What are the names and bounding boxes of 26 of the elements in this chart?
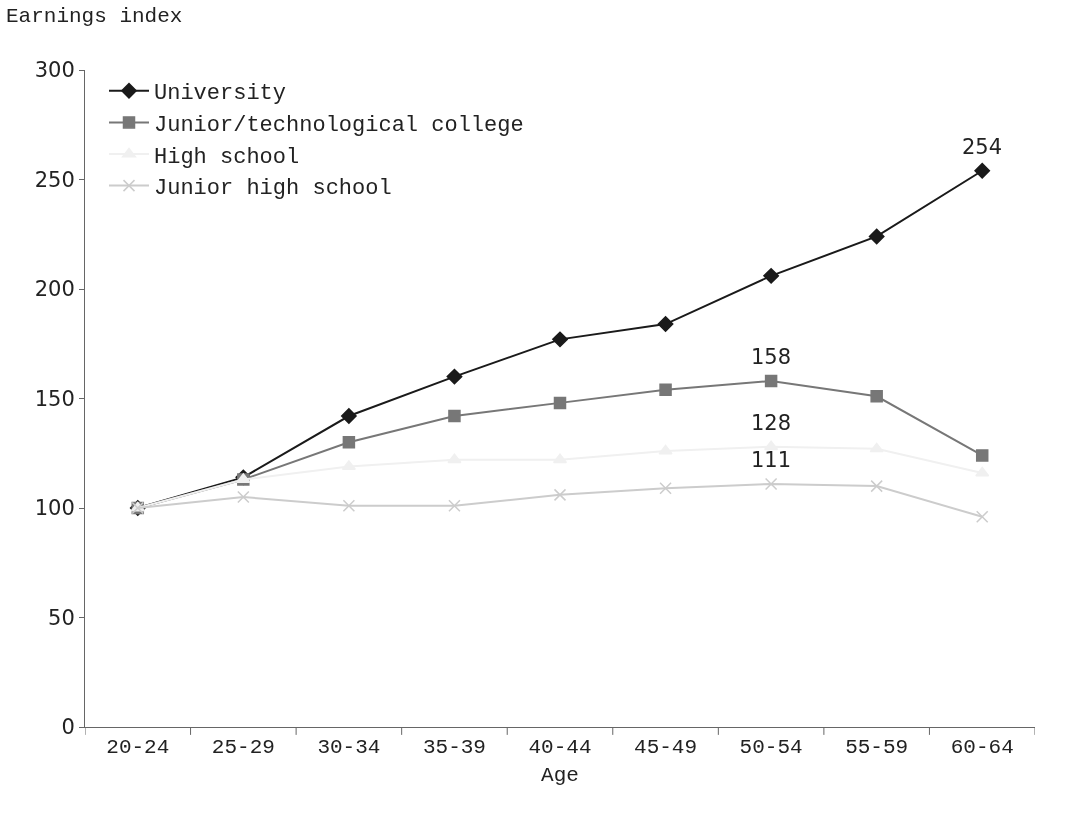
legend-label: Junior/technological college bbox=[154, 112, 524, 138]
x-tick-label: 55-59 bbox=[845, 736, 909, 760]
x-tick-label: 35-39 bbox=[422, 736, 486, 760]
x-tick-label: 30-34 bbox=[317, 736, 381, 760]
legend-label: University bbox=[154, 81, 287, 107]
x-tick-label: 60-64 bbox=[950, 736, 1014, 760]
y-axis-title: Earnings index bbox=[6, 5, 183, 28]
y-tick-label: 150 bbox=[34, 386, 75, 411]
y-tick-label: 100 bbox=[34, 496, 75, 521]
y-tick-label: 300 bbox=[34, 58, 75, 83]
y-tick-label: 0 bbox=[61, 715, 75, 740]
x-tick-label: 45-49 bbox=[634, 736, 698, 760]
x-tick-label: 25-29 bbox=[211, 736, 275, 760]
y-tick-label: 250 bbox=[34, 167, 75, 192]
y-tick-label: 50 bbox=[48, 605, 75, 630]
y-tick-label: 200 bbox=[34, 277, 75, 302]
annotation: 254 bbox=[962, 135, 1003, 159]
x-tick-label: 20-24 bbox=[106, 736, 170, 760]
x-tick-label: 40-44 bbox=[528, 736, 592, 760]
annotation: 158 bbox=[751, 345, 792, 369]
annotation: 111 bbox=[751, 448, 792, 472]
x-axis-title: Age bbox=[541, 764, 579, 788]
x-tick-label: 50-54 bbox=[739, 736, 803, 760]
annotation: 128 bbox=[751, 411, 792, 435]
legend-label: Junior high school bbox=[154, 176, 392, 202]
legend-label: High school bbox=[154, 144, 300, 170]
